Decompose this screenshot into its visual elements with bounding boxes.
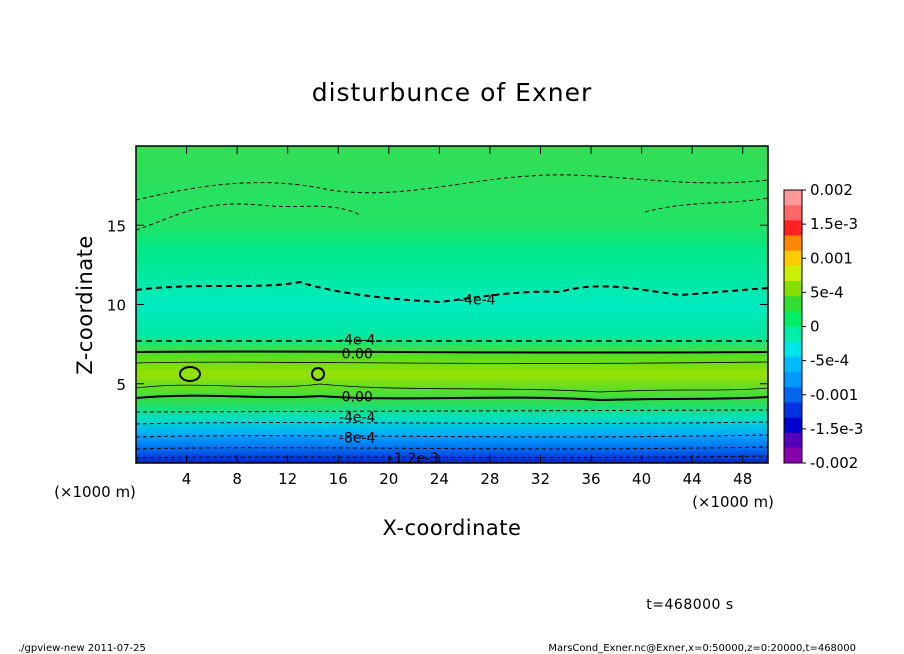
colorbar-label: -5e-4 xyxy=(810,352,849,370)
colorbar-swatch xyxy=(784,402,802,418)
contour-label: 0.00 xyxy=(342,347,373,363)
contour-line xyxy=(136,174,768,201)
x-tick-label: 12 xyxy=(278,470,297,488)
y-axis-label: Z-coordinate xyxy=(73,235,97,375)
x-tick-label: 16 xyxy=(329,470,348,488)
contour-label: -4e-4 xyxy=(339,332,376,348)
contour-line xyxy=(136,409,768,413)
colorbar-swatch xyxy=(784,311,802,327)
contour-line xyxy=(136,203,361,231)
x-tick-label: 20 xyxy=(379,470,398,488)
y-tick-label: 10 xyxy=(107,297,126,315)
colorbar-label: -0.001 xyxy=(810,386,858,404)
footer-left: ./gpview-new 2011-07-25 xyxy=(18,643,146,654)
colorbar-label: 0.001 xyxy=(810,249,853,267)
x-tick-label: 28 xyxy=(480,470,499,488)
x-tick-label: 36 xyxy=(581,470,600,488)
x-tick-label: 32 xyxy=(531,470,550,488)
colorbar-swatch xyxy=(784,417,802,434)
contour-label: -1.2e-3 xyxy=(389,451,439,467)
x-tick-label: 44 xyxy=(683,470,702,488)
colorbar-swatch xyxy=(784,387,802,403)
colorbar xyxy=(784,190,802,464)
field-fill xyxy=(136,146,768,463)
contour-line xyxy=(136,280,768,304)
colorbar-labels: 0.002 1.5e-3 0.001 5e-4 0 -5e-4 -0.001 -1.5e-3 -… xyxy=(802,181,863,472)
contour-line xyxy=(136,383,768,393)
colorbar-swatch xyxy=(784,281,802,297)
colorbar-swatch xyxy=(784,326,802,343)
contour-line xyxy=(136,434,768,438)
contour-line xyxy=(644,197,768,213)
contour-closed xyxy=(311,367,325,381)
colorbar-swatch xyxy=(784,205,802,221)
colorbar-swatch xyxy=(784,190,802,206)
colorbar-label: 0.002 xyxy=(810,181,853,199)
x-axis: 4 8 12 16 20 24 28 32 36 40 44 48 xyxy=(182,146,752,488)
colorbar-swatch xyxy=(784,265,802,282)
contour-line xyxy=(136,455,768,459)
x-tick-label: 48 xyxy=(733,470,752,488)
colorbar-label: 1.5e-3 xyxy=(810,215,858,233)
contour-line xyxy=(136,394,768,402)
contour-line xyxy=(136,446,768,450)
contour-label: 0.00 xyxy=(342,389,373,405)
contour-label: -4e-4 xyxy=(339,410,376,426)
y-tick-label: 5 xyxy=(116,376,126,394)
colorbar-label: 0 xyxy=(810,318,820,336)
footer-right: MarsCond_Exner.nc@Exner,x=0:50000,z=0:20… xyxy=(548,643,856,654)
x-tick-label: 24 xyxy=(430,470,449,488)
y-units-label: (×1000 m) xyxy=(54,483,136,501)
colorbar-swatch xyxy=(784,235,802,252)
x-axis-label: X-coordinate xyxy=(383,516,522,540)
colorbar-swatch xyxy=(784,372,802,388)
x-tick-label: 40 xyxy=(632,470,651,488)
y-tick-label: 15 xyxy=(107,217,126,235)
colorbar-swatch xyxy=(784,447,802,464)
contour-label: -8e-4 xyxy=(339,431,376,447)
time-label: t=468000 s xyxy=(646,597,733,613)
x-tick-label: 4 xyxy=(182,470,192,488)
colorbar-swatch xyxy=(784,296,802,312)
colorbar-label: -1.5e-3 xyxy=(810,420,863,438)
chart-title: disturbunce of Exner xyxy=(312,78,593,107)
colorbar-swatch xyxy=(784,250,802,267)
colorbar-swatch xyxy=(784,356,802,373)
colorbar-label: 5e-4 xyxy=(810,283,844,301)
colorbar-label: -0.002 xyxy=(810,454,858,472)
contour-label: -4e-4 xyxy=(459,293,496,309)
y-axis: 5 10 15 xyxy=(107,217,768,394)
plot-area xyxy=(136,146,768,463)
x-units-label: (×1000 m) xyxy=(692,493,774,511)
contour-line xyxy=(136,350,768,354)
x-tick-label: 8 xyxy=(232,470,242,488)
contour-line xyxy=(136,421,768,425)
colorbar-swatch xyxy=(784,341,802,358)
contour-line xyxy=(136,361,768,364)
colorbar-swatch xyxy=(784,220,802,236)
colorbar-swatch xyxy=(784,432,802,449)
contour-closed xyxy=(179,366,201,382)
